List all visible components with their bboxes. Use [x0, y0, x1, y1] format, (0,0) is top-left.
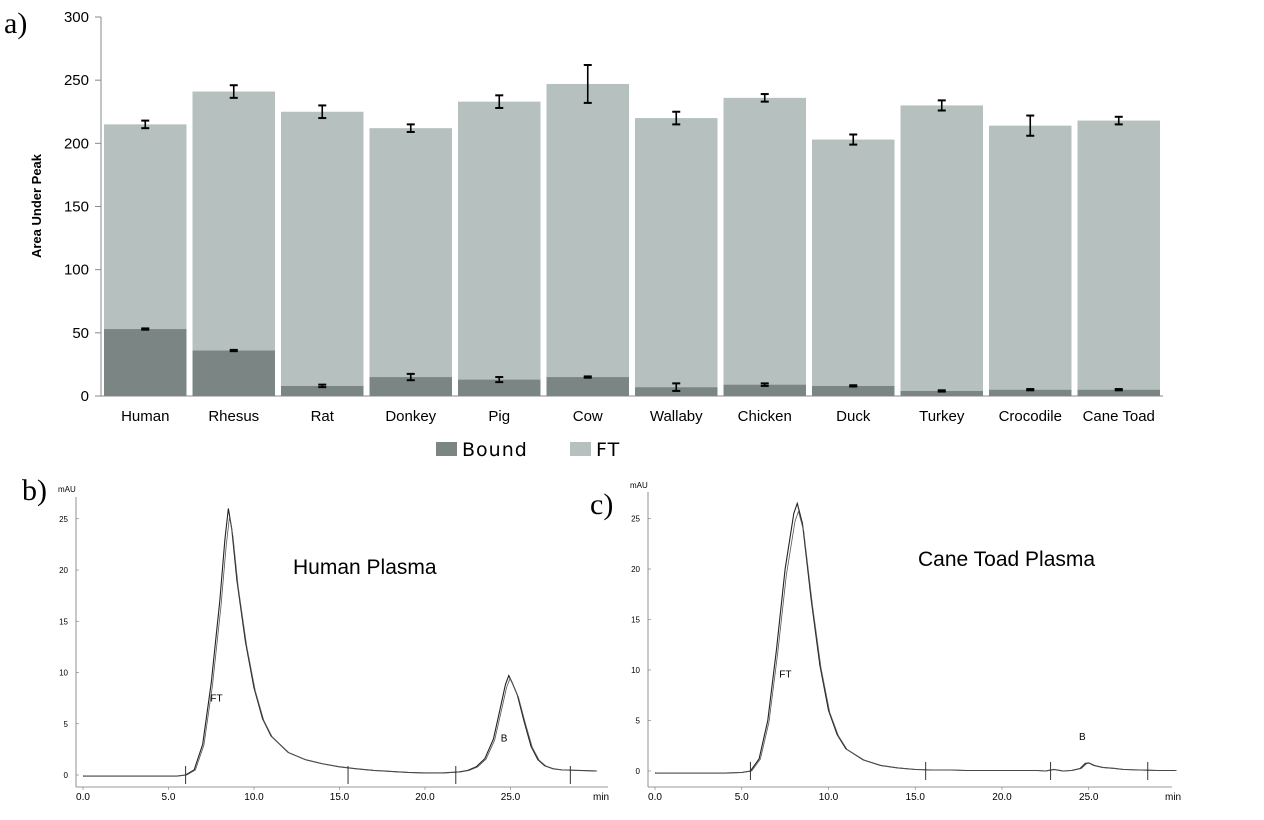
chart-title-b: Human Plasma: [293, 556, 437, 579]
peak-label: FT: [779, 669, 791, 680]
chart-title-c: Cane Toad Plasma: [918, 548, 1095, 571]
category-label: Donkey: [385, 408, 436, 425]
x-tick-label: 25.0: [1079, 792, 1099, 803]
x-tick-label: 25.0: [501, 792, 521, 803]
bar-bound: [192, 350, 275, 396]
peak-label: FT: [210, 694, 222, 705]
trace-line: [655, 501, 1176, 774]
bar-ft: [192, 91, 275, 351]
y-tick-label: 20: [631, 565, 640, 574]
bar-ft: [104, 124, 187, 330]
x-tick-label: 20.0: [992, 792, 1012, 803]
x-unit-label-c: min: [1165, 792, 1181, 803]
x-tick-label: 0.0: [648, 792, 662, 803]
category-label: Cane Toad: [1083, 408, 1155, 425]
x-tick-label: 20.0: [415, 792, 435, 803]
y-tick-label-a: 250: [64, 72, 89, 89]
trace-line: [84, 516, 598, 777]
y-axis-label-a: Area Under Peak: [29, 153, 44, 258]
peak-label: B: [1079, 732, 1086, 743]
legend-label-ft: FT: [596, 439, 620, 461]
y-tick-label-a: 50: [72, 325, 89, 342]
bar-ft: [989, 125, 1072, 390]
category-label: Wallaby: [650, 408, 703, 425]
bar-ft: [723, 97, 806, 385]
panel-label-c: c): [590, 488, 613, 521]
y-tick-label: 25: [631, 515, 640, 524]
y-tick-label: 10: [59, 669, 68, 678]
bar-ft: [369, 128, 452, 378]
y-tick-label: 15: [631, 616, 640, 625]
peak-label: B: [501, 734, 508, 745]
x-unit-label-b: min: [593, 792, 609, 803]
category-label: Cow: [573, 408, 603, 425]
x-tick-label: 5.0: [162, 792, 176, 803]
y-unit-label-b: mAU: [58, 485, 76, 494]
bar-bound: [104, 329, 187, 396]
y-tick-label-a: 200: [64, 135, 89, 152]
y-tick-label-a: 100: [64, 262, 89, 279]
legend-swatch-bound: [436, 442, 457, 456]
y-tick-label-a: 300: [64, 9, 89, 26]
y-tick-label: 0: [64, 771, 69, 780]
bar-bound: [723, 384, 806, 396]
x-tick-label: 5.0: [735, 792, 749, 803]
bar-bound: [900, 390, 983, 396]
category-label: Rhesus: [208, 408, 259, 425]
category-label: Duck: [836, 408, 871, 425]
y-tick-label: 10: [631, 666, 640, 675]
trace-line: [656, 510, 1177, 774]
bar-bound: [458, 379, 541, 396]
chromatogram-b: mAU min Human Plasma 0 5 10 15 20 25 0.0 5.0 10.…: [58, 485, 609, 803]
category-label: Pig: [488, 408, 510, 425]
x-tick-label: 15.0: [906, 792, 926, 803]
bar-bound: [281, 385, 364, 396]
bar-bound: [812, 385, 895, 396]
legend-label-bound: Bound: [462, 439, 528, 461]
y-tick-label-a: 150: [64, 199, 89, 216]
bar-bound: [546, 377, 629, 396]
y-tick-label: 5: [636, 717, 641, 726]
y-tick-label-a: 0: [81, 388, 89, 405]
y-tick-label: 25: [59, 515, 68, 524]
bar-bound: [1077, 389, 1160, 396]
panel-label-b: b): [22, 474, 47, 507]
category-label: Turkey: [919, 408, 965, 425]
y-tick-label: 0: [636, 767, 641, 776]
bar-chart-a: 0 50 100 150 200 250 300 Human Rhesus Rat Donkey P…: [29, 9, 1163, 461]
legend-swatch-ft: [570, 442, 591, 456]
y-tick-label: 5: [64, 720, 69, 729]
y-unit-label-c: mAU: [630, 481, 648, 490]
x-tick-label: 15.0: [330, 792, 350, 803]
legend-a: Bound FT: [436, 439, 620, 461]
category-label: Crocodile: [999, 408, 1062, 425]
bar-ft: [635, 118, 718, 388]
bar-bound: [989, 389, 1072, 396]
x-tick-label: 10.0: [819, 792, 839, 803]
bar-ft: [458, 101, 541, 380]
category-label: Human: [121, 408, 169, 425]
bar-ft: [546, 83, 629, 378]
bar-ft: [1077, 120, 1160, 390]
x-tick-label: 10.0: [244, 792, 264, 803]
chromatogram-c: mAU min Cane Toad Plasma 0 5 10 15 20 25 0.0 5.…: [630, 481, 1181, 803]
bar-bound: [369, 377, 452, 396]
category-label: Rat: [311, 408, 335, 425]
panel-label-a: a): [4, 7, 27, 40]
trace-line: [83, 508, 597, 777]
y-tick-label: 15: [59, 617, 68, 626]
y-tick-label: 20: [59, 566, 68, 575]
bar-ft: [812, 139, 895, 386]
x-tick-label: 0.0: [76, 792, 90, 803]
bar-ft: [900, 105, 983, 391]
bar-ft: [281, 111, 364, 386]
category-label: Chicken: [738, 408, 792, 425]
